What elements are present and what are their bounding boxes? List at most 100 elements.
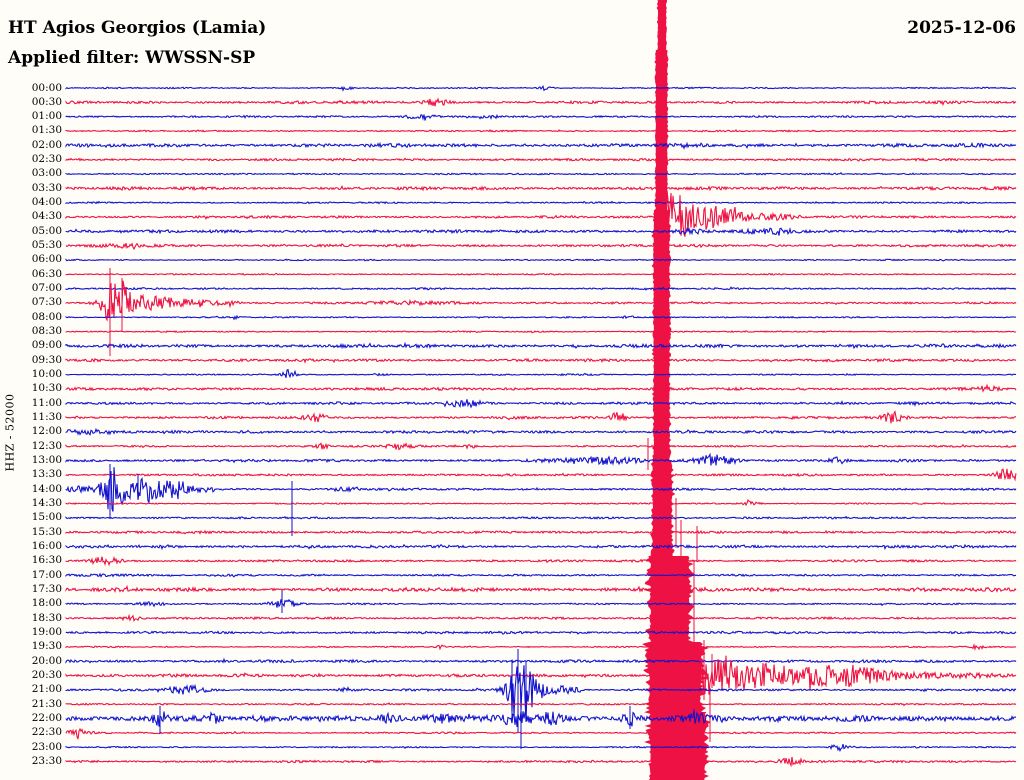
- trace-row-1930: [65, 643, 1016, 651]
- time-label-0830: 08:30: [31, 325, 62, 338]
- trace-row-0730: [65, 280, 1017, 322]
- time-label-1400: 14:00: [31, 482, 62, 495]
- time-label-2230: 22:30: [31, 726, 62, 739]
- trace-row-0030: [65, 97, 1017, 107]
- time-label-2200: 22:00: [31, 712, 62, 725]
- trace-row-2230: [65, 727, 1017, 740]
- trace-row-1000: [65, 368, 1017, 379]
- time-label-1630: 16:30: [31, 554, 62, 567]
- time-label-0300: 03:00: [31, 167, 62, 180]
- trace-row-0630: [65, 272, 1017, 276]
- time-label-1200: 12:00: [31, 425, 62, 438]
- time-label-1000: 10:00: [31, 368, 62, 381]
- time-label-0930: 09:30: [31, 353, 62, 366]
- time-label-1830: 18:30: [31, 611, 62, 624]
- trace-row-0430: [65, 190, 1017, 237]
- trace-row-1400: [65, 467, 1017, 512]
- major-event-band: [654, 50, 669, 210]
- date-label: 2025-12-06: [907, 18, 1016, 38]
- time-label-1100: 11:00: [31, 396, 62, 409]
- time-label-1730: 17:30: [31, 583, 62, 596]
- trace-row-1730: [65, 584, 1017, 593]
- trace-row-1030: [65, 383, 1017, 393]
- trace-row-2130: [65, 701, 1017, 707]
- time-label-1500: 15:00: [31, 511, 62, 524]
- time-label-0600: 06:00: [31, 253, 62, 266]
- trace-row-0930: [65, 357, 1017, 364]
- time-label-1300: 13:00: [31, 454, 62, 467]
- time-label-0500: 05:00: [31, 224, 62, 237]
- trace-row-0230: [65, 157, 1017, 162]
- time-label-1530: 15:30: [31, 525, 62, 538]
- trace-row-0530: [65, 242, 1017, 251]
- time-label-0130: 01:30: [31, 124, 62, 137]
- trace-row-2330: [65, 756, 1017, 768]
- time-label-1930: 19:30: [31, 640, 62, 653]
- time-label-0730: 07:30: [31, 296, 62, 309]
- time-label-2330: 23:30: [31, 755, 62, 767]
- trace-row-0000: [65, 84, 1017, 92]
- time-label-0200: 02:00: [31, 138, 62, 151]
- time-label-0430: 04:30: [31, 210, 62, 223]
- trace-row-1430: [65, 498, 1017, 507]
- time-label-1230: 12:30: [31, 439, 62, 452]
- trace-row-1200: [65, 427, 1017, 436]
- time-label-2300: 23:00: [31, 740, 62, 753]
- time-label-1330: 13:30: [31, 468, 62, 481]
- trace-row-1130: [65, 410, 1017, 424]
- time-label-0230: 02:30: [31, 153, 62, 166]
- time-label-1430: 14:30: [31, 497, 62, 510]
- trace-row-0100: [65, 114, 1017, 121]
- trace-row-1500: [65, 515, 1017, 520]
- time-label-1900: 19:00: [31, 626, 62, 639]
- time-label-1800: 18:00: [31, 597, 62, 610]
- time-label-1700: 17:00: [31, 568, 62, 581]
- time-label-1130: 11:30: [31, 411, 62, 424]
- time-label-2000: 20:00: [31, 654, 62, 667]
- time-label-1030: 10:30: [31, 382, 62, 395]
- trace-row-0130: [65, 128, 1017, 133]
- time-label-2130: 21:30: [31, 697, 62, 710]
- trace-row-2300: [65, 743, 1017, 753]
- time-label-0700: 07:00: [31, 282, 62, 295]
- trace-row-0400: [65, 200, 1017, 205]
- trace-row-1100: [65, 399, 1017, 409]
- trace-row-0330: [65, 185, 1017, 192]
- trace-row-1600: [65, 543, 1017, 551]
- time-label-0900: 09:00: [31, 339, 62, 352]
- time-label-0030: 00:30: [31, 95, 62, 108]
- major-event-band: [651, 210, 672, 460]
- time-label-0330: 03:30: [31, 181, 62, 194]
- time-label-0000: 00:00: [31, 81, 62, 94]
- time-label-0530: 05:30: [31, 239, 62, 252]
- trace-row-0800: [65, 314, 1017, 321]
- major-event-band: [643, 712, 711, 780]
- trace-row-1830: [65, 613, 1017, 623]
- time-label-column: 00:00 00:30 01:00 01:30 02:00 02:30 03:00 03:30…: [0, 0, 62, 780]
- time-label-1600: 16:00: [31, 540, 62, 553]
- trace-row-2200: [65, 709, 1017, 728]
- trace-row-0900: [65, 341, 1017, 350]
- trace-row-1530: [65, 529, 1017, 535]
- time-label-0800: 08:00: [31, 310, 62, 323]
- trace-row-0200: [65, 141, 1017, 150]
- trace-row-1230: [65, 442, 1017, 451]
- time-label-0100: 01:00: [31, 110, 62, 123]
- trace-row-0700: [65, 286, 1017, 291]
- trace-row-1330: [65, 468, 1017, 482]
- trace-row-0830: [65, 330, 1016, 334]
- trace-row-1300: [65, 452, 1017, 466]
- trace-row-0600: [65, 258, 1017, 262]
- time-label-0630: 06:30: [31, 267, 62, 280]
- trace-row-1630: [65, 555, 1017, 567]
- major-event-band: [642, 642, 710, 712]
- trace-row-1900: [65, 630, 1017, 635]
- trace-row-0300: [65, 171, 1017, 176]
- trace-row-2000: [65, 657, 1017, 664]
- trace-row-2030: [65, 655, 1017, 695]
- trace-row-2100: [65, 665, 1017, 722]
- major-event-band: [656, 0, 667, 50]
- trace-row-1700: [65, 572, 1016, 578]
